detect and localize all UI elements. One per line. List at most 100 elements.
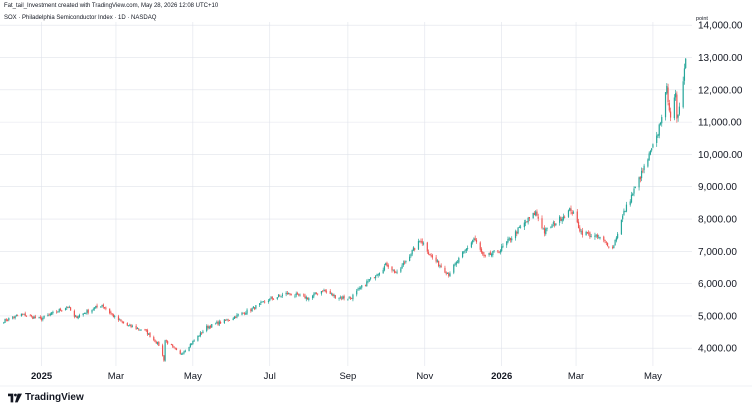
candle xyxy=(492,250,494,258)
candle xyxy=(146,328,149,336)
candle xyxy=(624,210,626,213)
candle xyxy=(412,246,415,251)
candle xyxy=(623,208,625,216)
candle xyxy=(502,243,504,249)
candle xyxy=(130,324,132,329)
candle xyxy=(383,263,386,272)
candle xyxy=(131,324,133,328)
candle xyxy=(465,247,467,253)
candle xyxy=(683,63,686,85)
candle xyxy=(606,242,609,247)
candle xyxy=(634,186,636,189)
candle xyxy=(184,349,186,353)
candle xyxy=(155,340,157,344)
attribution-text: Fat_tail_Investment created with Trading… xyxy=(4,3,219,9)
candle xyxy=(338,297,340,301)
candle xyxy=(320,291,323,296)
candle xyxy=(543,225,546,237)
candle xyxy=(402,260,404,267)
candle xyxy=(95,305,97,309)
x-tick-label: May xyxy=(644,371,662,382)
candle xyxy=(351,297,353,300)
candle xyxy=(149,332,151,338)
candle xyxy=(190,343,193,346)
candle xyxy=(550,226,552,229)
candle xyxy=(323,288,325,292)
candle xyxy=(91,309,93,314)
candle xyxy=(569,207,571,212)
x-tick-label: Sep xyxy=(339,371,356,382)
candle xyxy=(598,234,600,239)
candle xyxy=(180,352,183,355)
candle xyxy=(139,329,141,331)
candle xyxy=(325,289,328,294)
candle xyxy=(281,292,283,298)
candle xyxy=(216,320,218,324)
candle xyxy=(675,89,677,101)
candle xyxy=(69,306,72,311)
candle xyxy=(409,254,411,262)
candle xyxy=(3,321,5,324)
candle xyxy=(448,272,450,278)
candle xyxy=(669,107,672,122)
candle xyxy=(47,313,49,317)
y-tick-label: 11,000.00 xyxy=(698,118,742,129)
candle xyxy=(313,292,315,299)
candle xyxy=(304,293,306,299)
candle xyxy=(154,339,156,343)
candle xyxy=(364,284,367,287)
candle xyxy=(250,308,252,313)
candle xyxy=(138,328,140,331)
candle xyxy=(545,227,547,236)
candle xyxy=(369,277,372,281)
symbol-legend: SOX · Philadelphia Semiconductor Index ·… xyxy=(4,15,157,21)
candle xyxy=(235,315,237,319)
candle xyxy=(475,237,478,244)
candle xyxy=(599,236,601,240)
candle xyxy=(642,168,644,174)
tradingview-logo-icon xyxy=(8,393,22,402)
candle xyxy=(342,295,344,300)
candle xyxy=(579,225,581,233)
candle xyxy=(559,215,561,226)
candle xyxy=(322,290,324,293)
candle xyxy=(395,271,397,274)
candle xyxy=(387,263,389,269)
tradingview-logo[interactable]: TradingView xyxy=(8,392,84,403)
candle xyxy=(100,305,102,308)
candle xyxy=(386,261,388,267)
candle xyxy=(192,340,194,346)
candle xyxy=(410,253,412,258)
candle xyxy=(446,272,449,274)
candle xyxy=(488,252,490,257)
candle xyxy=(43,315,45,320)
candle xyxy=(564,215,566,219)
candle xyxy=(140,329,142,331)
candle xyxy=(114,314,116,319)
candle xyxy=(419,240,421,243)
y-axis: 4,000.00 5,000.00 6,000.00 7,000.00 8,000.00… xyxy=(698,21,743,355)
candle xyxy=(189,343,191,348)
candle xyxy=(122,321,125,324)
candle xyxy=(649,149,652,156)
candle xyxy=(656,131,658,147)
candle xyxy=(685,58,687,70)
y-tick-label: 12,000.00 xyxy=(698,85,743,96)
candle xyxy=(305,295,307,302)
candle xyxy=(562,213,565,222)
candle xyxy=(421,238,423,246)
candle xyxy=(42,316,44,322)
candle xyxy=(259,302,261,307)
candle xyxy=(596,233,599,240)
x-tick-label: 2026 xyxy=(491,371,512,382)
candle xyxy=(24,311,26,317)
candle xyxy=(162,343,164,357)
candle xyxy=(271,296,273,301)
candle xyxy=(603,235,605,243)
candle xyxy=(225,319,227,321)
candle xyxy=(104,306,106,310)
candle xyxy=(303,293,305,297)
candle xyxy=(87,308,89,315)
candle xyxy=(175,347,178,351)
